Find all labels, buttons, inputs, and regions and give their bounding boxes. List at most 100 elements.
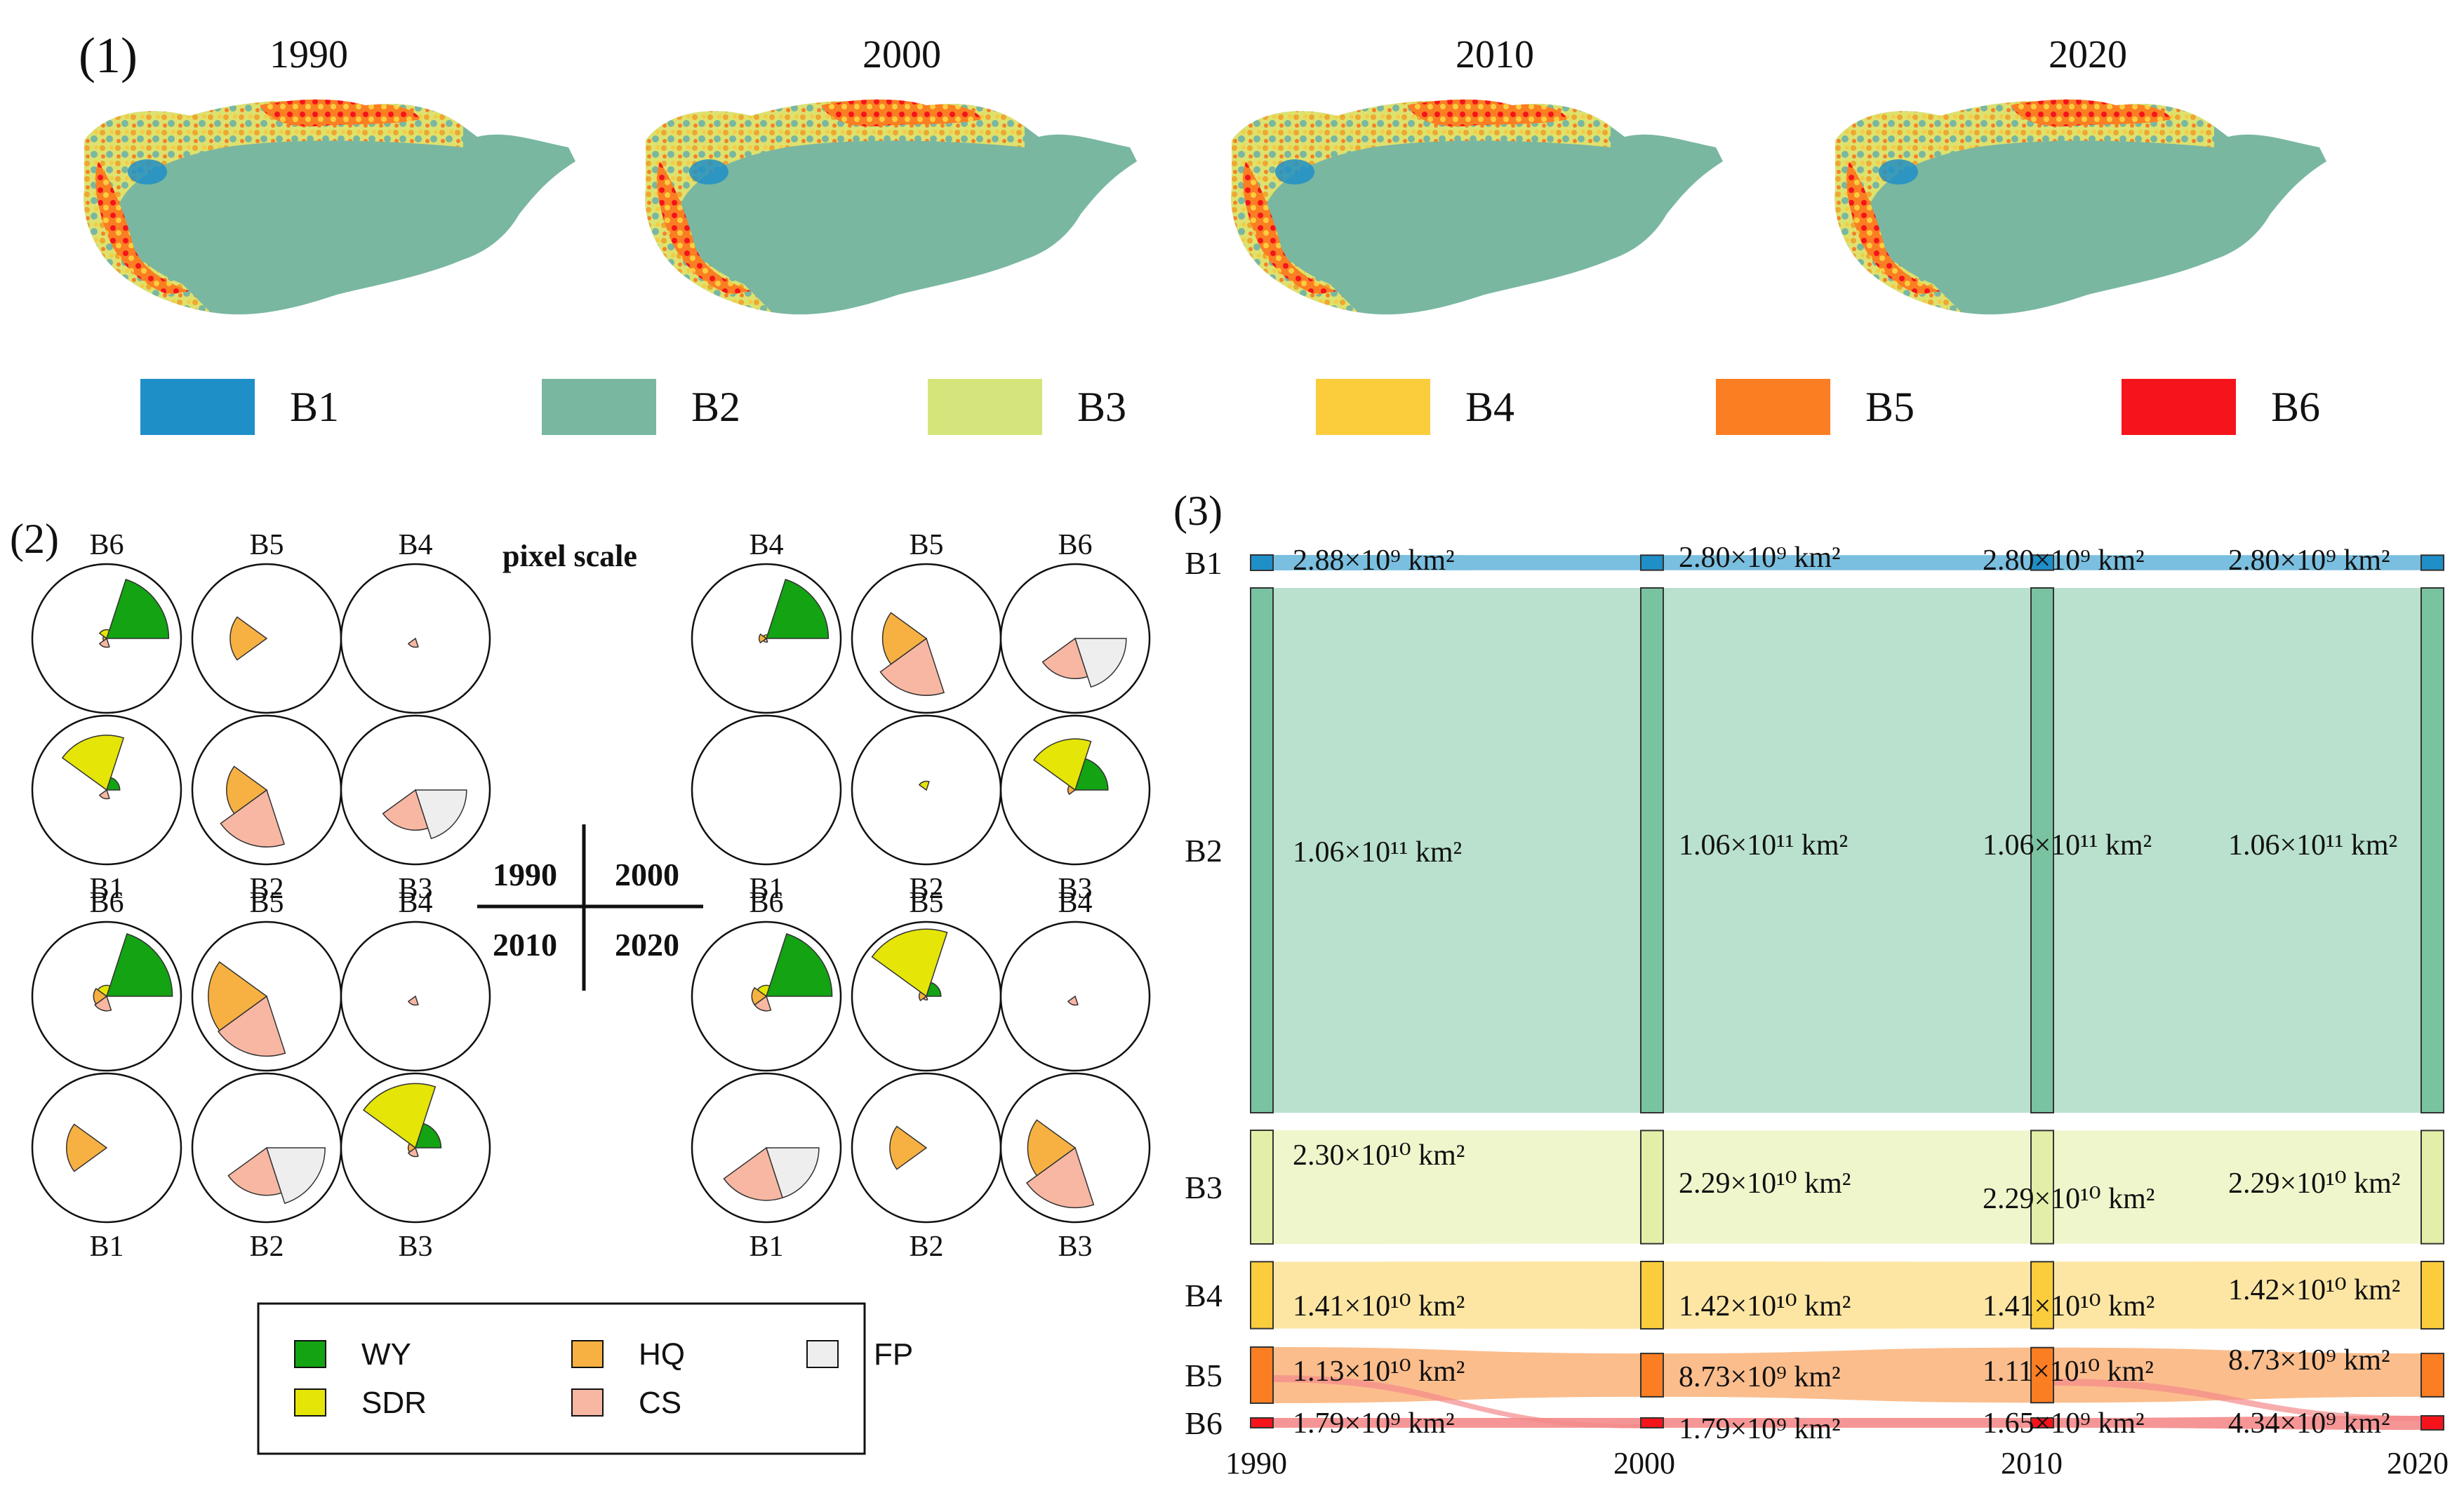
- year-quadrant: 1990 2000 2010 2020: [477, 824, 703, 991]
- node-b2-2020: [2420, 587, 2444, 1113]
- petal-hq: [66, 1123, 108, 1172]
- value-label-b5-2000: 8.73×10⁹ km²: [1679, 1361, 1841, 1393]
- flower-b5: B5: [851, 529, 1002, 714]
- flower-b6: B6: [999, 529, 1151, 714]
- node-b5-2020: [2420, 1353, 2444, 1398]
- node-b1-2020: [2420, 554, 2444, 571]
- value-label-b6-1990: 1.79×10⁹ km²: [1293, 1407, 1455, 1440]
- petal-wy: [414, 1123, 442, 1149]
- flower-b1: B1: [691, 714, 842, 905]
- value-label-b1-2000: 2.80×10⁹ km²: [1679, 542, 1841, 574]
- flow-b3-2010-2020: [2053, 1130, 2421, 1244]
- node-b3-2000: [1640, 1130, 1664, 1245]
- flower-group-2000: B4 B5 B6 B1 B2 B3: [691, 529, 1151, 905]
- flower-label-b3: B3: [1058, 1231, 1092, 1263]
- petal-hq: [758, 633, 768, 644]
- flow-b3-2000-2010: [1663, 1130, 2031, 1244]
- water-zone: [1275, 159, 1314, 185]
- service-swatch-hq: [571, 1340, 604, 1368]
- class-label-b6: B6: [1185, 1405, 1223, 1441]
- petal-wy: [105, 933, 173, 997]
- map-year-2000: 2000: [863, 33, 941, 76]
- petal-hq: [226, 765, 268, 815]
- panel-3-sankey: (3) B1 B2 B3 B4 B5 B6 2.88×10⁹ km² 2.80×10⁹ km…: [1173, 488, 2449, 1480]
- node-b3-2020: [2420, 1130, 2444, 1245]
- value-label-b1-2010: 2.80×10⁹ km²: [1983, 544, 2145, 577]
- value-label-b2-2000: 1.06×10¹¹ km²: [1679, 829, 1848, 862]
- legend-swatch-b5: [1716, 379, 1830, 435]
- value-label-b4-2010: 1.41×10¹⁰ km²: [1983, 1290, 2155, 1323]
- quadrant-year-1990: 1990: [493, 857, 557, 892]
- flower-label-b1: B1: [89, 1231, 124, 1263]
- pixel-scale-title: pixel scale: [502, 539, 637, 573]
- petal-sdr: [871, 928, 948, 998]
- value-label-b5-2020: 8.73×10⁹ km²: [2228, 1344, 2390, 1377]
- petal-fp: [1074, 638, 1127, 688]
- value-label-b4-1990: 1.41×10¹⁰ km²: [1293, 1290, 1465, 1323]
- flower-group-2010: B6 B5 B4 B1 B2 B3: [31, 887, 491, 1263]
- flow-b4-2010-2020: [2053, 1261, 2421, 1329]
- flow-b1-1990-2000: [1273, 555, 1641, 570]
- value-label-b2-2020: 1.06×10¹¹ km²: [2228, 829, 2397, 862]
- petal-cs: [1025, 1146, 1095, 1208]
- flow-b4-1990-2000: [1273, 1261, 1641, 1329]
- service-label-fp: FP: [874, 1337, 913, 1372]
- service-label-cs: CS: [639, 1386, 681, 1420]
- axis-year-2010: 2010: [2001, 1446, 2063, 1480]
- flower-circle: [691, 714, 842, 866]
- service-swatch-sdr: [294, 1388, 326, 1417]
- value-label-b1-2020: 2.80×10⁹ km²: [2228, 544, 2390, 577]
- node-b4-2000: [1640, 1261, 1664, 1330]
- panel-2-label: (2): [10, 516, 59, 562]
- flow-b2-2010-2020: [2053, 588, 2421, 1113]
- northern-hotspot: [260, 99, 421, 127]
- panel-1-maps: (1) 1990 2000 2010 2020 B1 B2 B3 B4 B5 B6: [79, 27, 2326, 435]
- value-label-b2-2010: 1.06×10¹¹ km²: [1983, 829, 2152, 862]
- flow-b3-1990-2000: [1273, 1130, 1641, 1244]
- flower-b5: B5: [191, 529, 342, 714]
- basin-fill: [1231, 101, 1723, 315]
- flower-label-b2: B2: [249, 873, 284, 905]
- petal-cs: [1067, 995, 1079, 1006]
- petal-cs: [1041, 637, 1088, 679]
- legend-label-b4: B4: [1465, 384, 1514, 430]
- class-label-b2: B2: [1185, 833, 1223, 869]
- flow-b5-b6-exchange: [1273, 1375, 1641, 1428]
- value-label-b6-2000: 1.79×10⁹ km²: [1679, 1413, 1841, 1445]
- western-hotspot: [1242, 161, 1337, 295]
- legend-swatch-b4: [1316, 379, 1430, 435]
- flower-label-b4: B4: [398, 887, 432, 919]
- node-b2-2010: [2030, 587, 2054, 1113]
- value-label-b3-2010: 2.29×10¹⁰ km²: [1983, 1183, 2155, 1215]
- flower-label-b2: B2: [249, 1231, 284, 1263]
- value-label-b6-2010: 1.65×10⁹ km²: [1983, 1407, 2145, 1440]
- petal-cs: [220, 789, 286, 848]
- basin-map-1990: [84, 99, 575, 315]
- map-year-2020: 2020: [2049, 33, 2127, 76]
- value-label-b3-2000: 2.29×10¹⁰ km²: [1679, 1167, 1851, 1200]
- petal-hq: [751, 986, 768, 1006]
- flow-b5-1990-2000: [1273, 1347, 1641, 1403]
- legend-swatch-b2: [542, 379, 656, 435]
- flower-label-b1: B1: [89, 873, 124, 905]
- flow-b5-2000-2010: [1663, 1347, 2031, 1403]
- flow-b1-2010-2020: [2053, 555, 2421, 570]
- petal-cs: [217, 995, 286, 1057]
- flower-b3: B3: [999, 714, 1151, 905]
- flower-group-2020: B6 B5 B4 B1 B2 B3: [691, 887, 1151, 1263]
- flower-b3: B3: [340, 1072, 491, 1263]
- legend-swatch-b3: [928, 379, 1042, 435]
- basin-margin-zone: [1231, 101, 1611, 312]
- value-label-b3-2020: 2.29×10¹⁰ km²: [2228, 1167, 2400, 1200]
- service-label-hq: HQ: [639, 1337, 685, 1372]
- node-b2-1990: [1250, 587, 1274, 1113]
- class-label-b4: B4: [1185, 1278, 1223, 1313]
- flower-label-b2: B2: [909, 873, 943, 905]
- northern-hotspot: [821, 99, 983, 127]
- northern-hotspot: [2011, 99, 2172, 127]
- flower-b4: B4: [340, 887, 491, 1072]
- service-swatch-cs: [571, 1388, 604, 1417]
- node-b4-1990: [1250, 1261, 1274, 1330]
- flower-b1: B1: [691, 1072, 842, 1263]
